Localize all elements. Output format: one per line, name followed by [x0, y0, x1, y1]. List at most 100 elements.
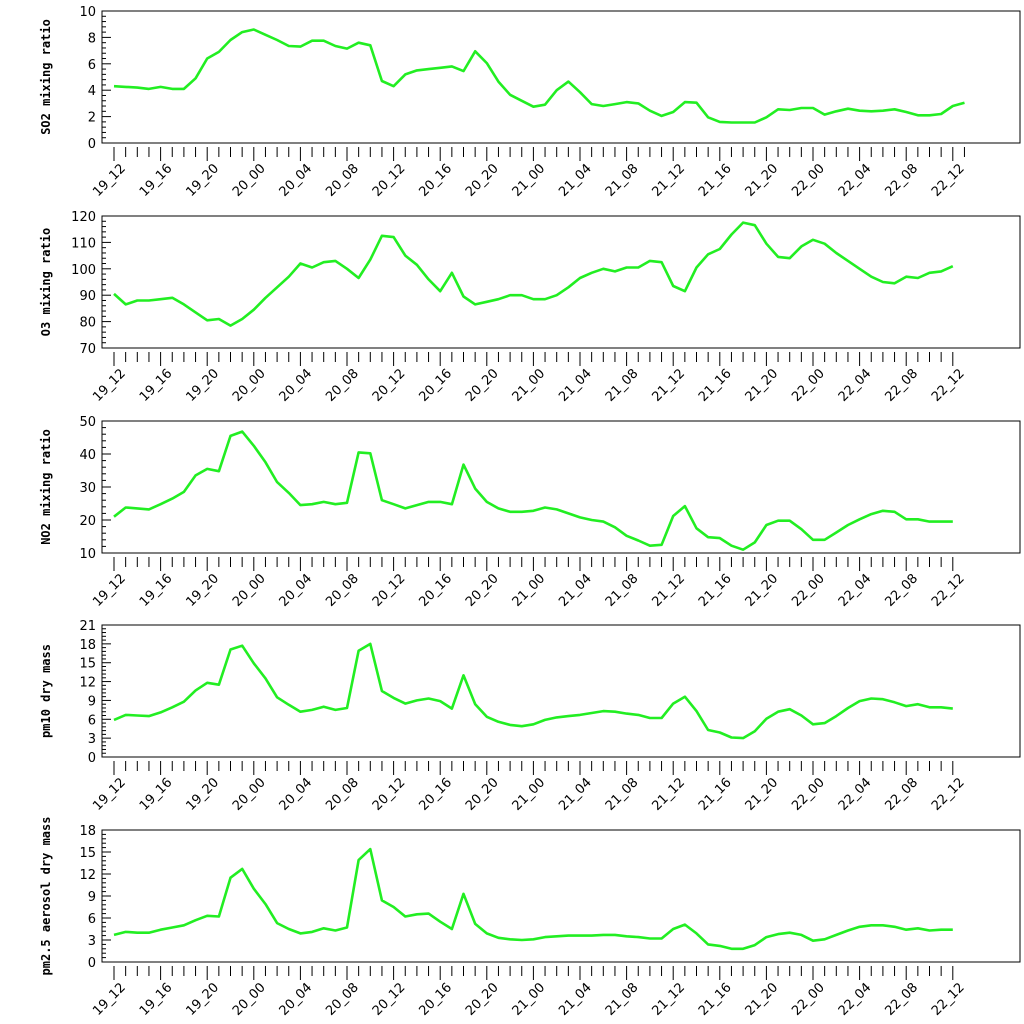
- x-tick-label: 22_08: [882, 366, 921, 405]
- x-tick-label: 22_00: [789, 775, 828, 814]
- x-tick-label: 21_16: [696, 366, 735, 405]
- x-tick-label: 21_20: [743, 571, 782, 610]
- x-tick-label: 20_00: [230, 980, 269, 1019]
- x-tick-label: 21_16: [696, 161, 735, 200]
- x-tick-label: 21_12: [649, 980, 688, 1019]
- x-tick-label: 21_08: [603, 980, 642, 1019]
- x-tick-label: 20_12: [370, 775, 409, 814]
- y-tick-label: 70: [79, 342, 96, 357]
- x-tick-label: 20_00: [230, 775, 269, 814]
- x-tick-label: 21_04: [556, 161, 595, 200]
- y-tick-label: 110: [71, 236, 96, 251]
- x-tick-label: 19_12: [90, 571, 129, 610]
- x-tick-label: 20_00: [230, 571, 269, 610]
- x-tick-label: 21_12: [649, 161, 688, 200]
- y-axis-label: NO2 mixing ratio: [39, 429, 53, 545]
- x-tick-label: 21_08: [603, 571, 642, 610]
- plot-frame: [101, 624, 1021, 758]
- y-tick-label: 12: [79, 868, 96, 883]
- x-tick-label: 20_20: [463, 161, 502, 200]
- plot-frame: [101, 420, 1021, 554]
- series-line: [113, 847, 953, 951]
- x-tick-label: 21_20: [743, 775, 782, 814]
- x-tick-label: 19_20: [183, 366, 222, 405]
- y-tick-label: 0: [88, 751, 96, 766]
- x-tick-label: 22_08: [882, 980, 921, 1019]
- y-axis-label: pm2.5 aerosol dry mass: [39, 817, 53, 976]
- x-tick-label: 20_00: [230, 161, 269, 200]
- x-tick-label: 22_12: [929, 366, 968, 405]
- y-tick-label: 80: [79, 316, 96, 331]
- x-tick-label: 22_08: [882, 571, 921, 610]
- x-tick-label: 22_04: [836, 775, 875, 814]
- x-tick-label: 21_00: [510, 980, 549, 1019]
- x-tick-label: 19_16: [137, 366, 176, 405]
- y-tick-label: 3: [88, 934, 96, 949]
- panel-4: 0 3 6 9 12 15 18 21 pm10 dry mass 19_12 19_16 19_20…: [39, 619, 1021, 814]
- y-tick-label: 15: [79, 846, 96, 861]
- x-tick-label: 20_16: [416, 161, 455, 200]
- x-tick-label: 21_20: [743, 366, 782, 405]
- x-tick-label: 20_20: [463, 775, 502, 814]
- series-line: [113, 221, 954, 327]
- x-tick-label: 20_12: [370, 366, 409, 405]
- x-tick-label: 22_00: [789, 161, 828, 200]
- series-line: [113, 430, 953, 552]
- panel-2: 70 80 90 100 110 120 O3 mixing ratio 19_12 19_16…: [39, 210, 1021, 405]
- x-tick-label: 22_08: [882, 775, 921, 814]
- x-tick-label: 19_20: [183, 571, 222, 610]
- x-tick-label: 21_00: [510, 775, 549, 814]
- y-tick-label: 3: [88, 732, 96, 747]
- y-tick-label: 18: [79, 638, 96, 653]
- x-tick-label: 19_20: [183, 775, 222, 814]
- x-tick-label: 21_04: [556, 571, 595, 610]
- x-tick-label: 21_00: [510, 571, 549, 610]
- x-tick-label: 20_12: [370, 161, 409, 200]
- y-tick-label: 90: [79, 289, 96, 304]
- plot-frame: [101, 829, 1021, 963]
- y-tick-label: 50: [79, 415, 96, 430]
- y-tick-label: 21: [79, 619, 96, 634]
- y-tick-label: 30: [79, 481, 96, 496]
- x-tick-label: 20_16: [416, 980, 455, 1019]
- x-tick-label: 19_16: [137, 980, 176, 1019]
- y-tick-label: 2: [88, 111, 96, 126]
- x-tick-label: 22_12: [929, 980, 968, 1019]
- y-tick-label: 6: [88, 912, 96, 927]
- x-tick-label: 19_16: [137, 571, 176, 610]
- x-tick-label: 22_04: [836, 161, 875, 200]
- y-tick-label: 100: [71, 263, 96, 278]
- x-tick-label: 20_04: [277, 980, 316, 1019]
- x-tick-label: 22_12: [929, 775, 968, 814]
- x-tick-label: 21_08: [603, 775, 642, 814]
- x-tick-label: 22_12: [929, 571, 968, 610]
- y-tick-label: 9: [88, 694, 96, 709]
- x-tick-label: 20_04: [277, 571, 316, 610]
- y-tick-label: 10: [79, 547, 96, 562]
- x-tick-label: 21_04: [556, 366, 595, 405]
- x-tick-label: 20_12: [370, 980, 409, 1019]
- x-tick-label: 20_20: [463, 366, 502, 405]
- x-tick-label: 20_20: [463, 980, 502, 1019]
- x-tick-label: 20_08: [323, 980, 362, 1019]
- x-tick-label: 20_04: [277, 161, 316, 200]
- y-tick-label: 0: [88, 956, 96, 971]
- x-tick-label: 19_12: [90, 366, 129, 405]
- x-tick-label: 20_04: [277, 775, 316, 814]
- x-tick-label: 19_20: [183, 161, 222, 200]
- x-tick-label: 19_20: [183, 980, 222, 1019]
- plot-frame: [101, 10, 1021, 144]
- x-tick-label: 21_12: [649, 366, 688, 405]
- x-tick-label: 19_16: [137, 161, 176, 200]
- y-tick-label: 6: [88, 58, 96, 73]
- x-tick-label: 19_16: [137, 775, 176, 814]
- x-tick-label: 22_08: [882, 161, 921, 200]
- x-tick-label: 19_12: [90, 161, 129, 200]
- x-tick-label: 22_00: [789, 571, 828, 610]
- y-tick-label: 4: [88, 84, 96, 99]
- y-axis-label: pm10 dry mass: [39, 644, 53, 738]
- x-tick-label: 20_08: [323, 161, 362, 200]
- y-tick-label: 9: [88, 890, 96, 905]
